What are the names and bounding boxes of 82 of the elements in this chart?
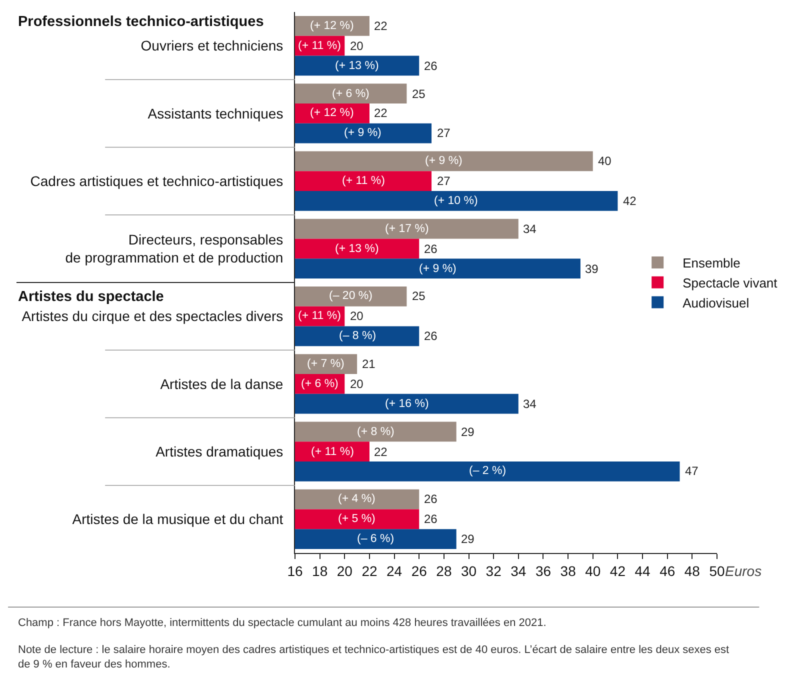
data-label: 39 [585, 262, 599, 276]
annotation: (+ 16 %) [385, 398, 429, 410]
data-label: 20 [350, 39, 364, 53]
data-label: 47 [685, 464, 699, 478]
x-tick-label: 36 [535, 562, 552, 579]
y-tick-label: Artistes dramatiques [156, 443, 284, 460]
x-tick-label: 50 [709, 562, 725, 579]
data-label: 22 [374, 445, 388, 459]
annotation: (+ 7 %) [307, 358, 345, 370]
x-tick-label: 30 [460, 562, 477, 579]
legend-label: Audiovisuel [682, 295, 750, 310]
data-label: 20 [350, 309, 364, 323]
data-label: 26 [424, 59, 438, 73]
data-label: 34 [523, 222, 537, 236]
text: Artistes du spectacle [18, 289, 164, 305]
x-tick-label: 20 [336, 562, 353, 579]
data-label: 26 [424, 329, 438, 343]
legend-label: Spectacle vivant [682, 275, 778, 290]
legend-label: Ensemble [682, 256, 740, 271]
x-tick-label: 26 [411, 562, 428, 579]
x-tick-label: 46 [660, 562, 676, 579]
y-tick-label: Directeurs, responsables de programmation et de production [65, 231, 284, 266]
annotation: (– 6 %) [357, 533, 394, 545]
annotation: (+ 13 %) [335, 243, 379, 255]
annotation: (+ 13 %) [335, 60, 379, 72]
y-tick-label: Ouvriers et techniciens [140, 38, 284, 54]
x-tick-label: 28 [436, 562, 452, 579]
x-tick-label: 44 [634, 562, 651, 579]
x-tick-label: 42 [610, 562, 626, 579]
annotation: (+ 11 %) [311, 446, 354, 458]
text: Note de lecture : le salaire horaire moyen des cadres artistiques et technico-artistiques est de 40 euros. L’écart de salaire entre les deux sexes est de 9 % en faveur des hommes. [18, 644, 730, 670]
data-label: 29 [461, 532, 475, 546]
data-label: 34 [523, 397, 537, 411]
y-tick-label: Assistants techniques [148, 105, 284, 122]
annotation: (+ 9 %) [419, 263, 457, 275]
annotation: (+ 12 %) [310, 20, 354, 32]
y-tick-label: Artistes de la musique et du chant [72, 511, 284, 528]
annotation: (+ 4 %) [338, 493, 376, 505]
text: Professionnels technico-artistiques [18, 14, 264, 30]
x-tick-label: 38 [560, 562, 576, 579]
data-label: 22 [374, 19, 388, 33]
y-tick-label: Artistes du cirque et des spectacles divers [22, 308, 284, 324]
x-tick-label: 48 [684, 562, 700, 579]
annotation: (– 2 %) [469, 465, 506, 477]
x-tick-label: 34 [510, 562, 526, 579]
data-label: 20 [350, 377, 364, 391]
data-label: 26 [424, 492, 438, 506]
annotation: (+ 10 %) [434, 195, 478, 207]
annotation: (– 20 %) [329, 290, 373, 302]
annotation: (+ 11 %) [298, 40, 342, 52]
annotation: (+ 11 %) [342, 175, 386, 187]
data-label: 27 [437, 174, 451, 188]
annotation: (+ 11 %) [298, 310, 342, 322]
data-label: 21 [362, 357, 376, 371]
data-label: 22 [374, 106, 388, 120]
x-tick-label: 16 [287, 562, 303, 579]
data-label: 40 [598, 154, 612, 168]
annotation: (+ 5 %) [338, 513, 376, 525]
text: Champ : France hors Mayotte, intermittents du spectacle cumulant au moins 428 heures travaillées en 2021. [18, 617, 546, 629]
x-axis-title: Euros [725, 563, 762, 579]
annotation: (+ 6 %) [301, 378, 339, 390]
annotation: (+ 17 %) [385, 223, 429, 235]
annotation: (+ 9 %) [344, 127, 382, 139]
y-tick-label: Cadres artistiques et technico-artistiques [30, 172, 284, 189]
data-label: 25 [412, 289, 426, 303]
data-label: 42 [623, 194, 637, 208]
data-label: 26 [424, 242, 438, 256]
annotation: (+ 6 %) [332, 88, 370, 100]
annotation: (+ 12 %) [310, 107, 354, 119]
y-tick-label: Artistes de la danse [160, 376, 284, 392]
x-tick-label: 40 [585, 562, 601, 579]
x-tick-label: 32 [486, 562, 502, 579]
annotation: (– 8 %) [339, 330, 376, 342]
data-label: 25 [412, 87, 426, 101]
data-label: 27 [437, 126, 451, 140]
x-tick-label: 22 [362, 562, 378, 579]
x-tick-label: 18 [312, 562, 328, 579]
data-label: 26 [424, 512, 438, 526]
annotation: (+ 9 %) [425, 155, 463, 167]
data-label: 29 [461, 425, 475, 439]
x-tick-label: 24 [386, 562, 402, 579]
annotation: (+ 8 %) [357, 426, 395, 438]
